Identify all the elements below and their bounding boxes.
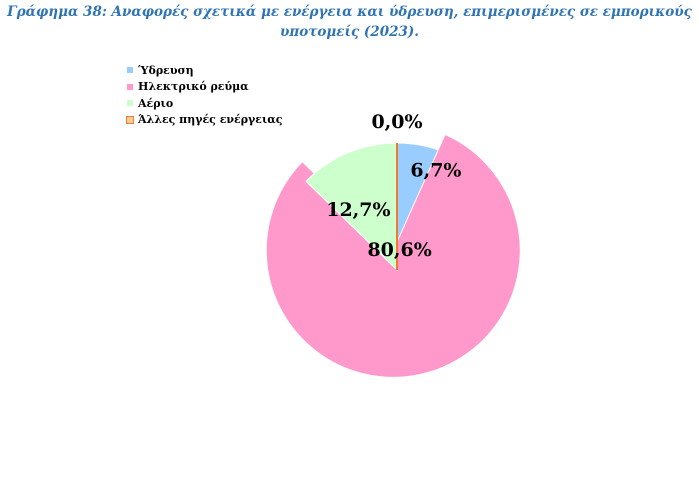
pie-data-labels: 6,7% 80,6% 12,7% 0,0% (326, 111, 461, 261)
legend-item-water: Ύδρευση (126, 62, 282, 79)
data-label-gas: 12,7% (326, 199, 390, 221)
legend-swatch-electricity (126, 82, 134, 91)
data-label-other-energy: 0,0% (371, 111, 422, 133)
data-label-water: 6,7% (410, 159, 461, 181)
legend-item-electricity: Ηλεκτρικό ρεύμα (126, 79, 282, 96)
legend-label-water: Ύδρευση (138, 63, 194, 77)
legend-swatch-water (126, 66, 134, 75)
chart-legend: Ύδρευση Ηλεκτρικό ρεύμα Αέριο Άλλες πηγέ… (126, 62, 282, 128)
chart-title: Γράφημα 38: Αναφορές σχετικά με ενέργεια… (0, 2, 699, 42)
legend-swatch-gas (126, 99, 134, 108)
chart-title-line-1: Γράφημα 38: Αναφορές σχετικά με ενέργεια… (7, 4, 692, 20)
legend-label-electricity: Ηλεκτρικό ρεύμα (138, 80, 249, 94)
legend-item-other-energy: Άλλες πηγές ενέργειας (126, 112, 282, 129)
legend-label-other-energy: Άλλες πηγές ενέργειας (138, 113, 283, 127)
pie-slice-gas (305, 142, 398, 272)
legend-label-gas: Αέριο (138, 96, 174, 110)
legend-item-gas: Αέριο (126, 95, 282, 112)
pie-slices (265, 133, 521, 378)
chart-title-line-2: υποτομείς (2023). (280, 24, 419, 40)
legend-swatch-other-energy (126, 115, 134, 124)
data-label-electricity: 80,6% (367, 239, 431, 261)
